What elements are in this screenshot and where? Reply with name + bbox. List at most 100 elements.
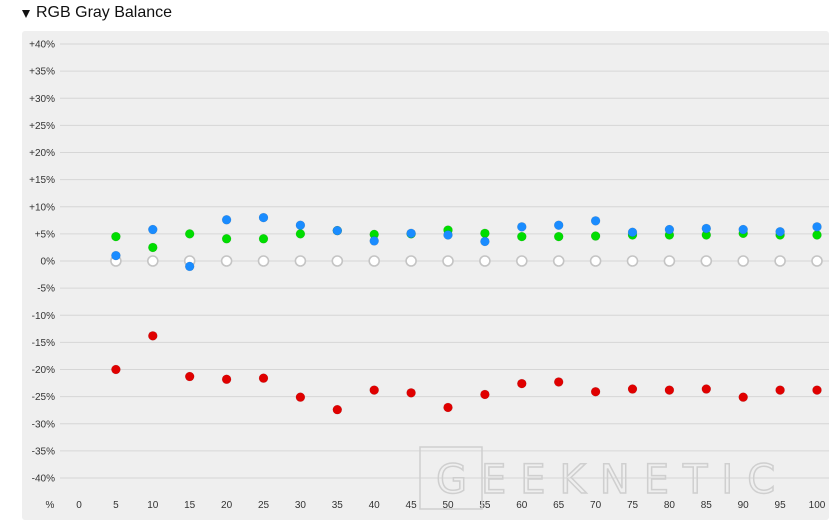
y-tick-label: +25% — [29, 121, 55, 132]
data-point — [627, 227, 638, 237]
data-point — [295, 229, 306, 239]
data-point — [812, 385, 822, 395]
data-point — [295, 392, 306, 402]
x-tick-label: 85 — [701, 500, 713, 511]
data-point — [221, 215, 232, 225]
x-axis-ticks: % 0 5 10 15 20 25 30 35 40 45 50 55 60 65 70 75 80 85 90 95 1… — [46, 500, 826, 511]
section-toggle[interactable]: RGB Gray Balance — [22, 2, 172, 24]
data-point — [775, 226, 785, 237]
x-tick-label: 30 — [295, 500, 307, 511]
y-tick-label: -10% — [32, 311, 55, 322]
y-tick-label: -5% — [37, 284, 55, 295]
data-point — [480, 389, 490, 400]
x-tick-label: 40 — [369, 500, 381, 511]
x-tick-label: 10 — [147, 500, 159, 511]
data-point — [590, 216, 601, 226]
y-tick-label: +30% — [29, 94, 55, 105]
reference-point — [663, 255, 676, 267]
reference-point — [147, 255, 159, 267]
reference-point — [294, 255, 307, 267]
data-point — [627, 384, 638, 394]
data-point — [332, 404, 343, 415]
reference-point — [774, 255, 786, 267]
data-point — [148, 242, 158, 253]
data-point — [775, 385, 785, 395]
data-point — [111, 231, 121, 242]
reference-point — [515, 255, 528, 267]
x-tick-label: 25 — [258, 500, 270, 511]
reference-point — [405, 255, 417, 267]
data-point — [701, 223, 712, 234]
data-point — [221, 374, 232, 385]
reference-point — [700, 255, 713, 267]
chart-panel — [22, 31, 829, 520]
y-tick-label: +35% — [29, 67, 55, 78]
x-tick-label: 95 — [775, 500, 787, 511]
y-tick-label: 0% — [41, 257, 56, 268]
y-tick-label: -15% — [32, 338, 55, 349]
data-point — [664, 224, 675, 235]
y-tick-label: +40% — [29, 40, 55, 51]
data-point — [184, 371, 195, 382]
y-tick-label: +10% — [29, 202, 55, 213]
reference-point — [220, 255, 233, 267]
watermark-text: GEEKNETIC — [436, 457, 789, 503]
x-tick-label: 15 — [184, 500, 196, 511]
reference-point — [442, 255, 454, 267]
reference-point — [331, 255, 344, 267]
data-point — [443, 230, 453, 240]
data-point — [184, 229, 195, 239]
y-tick-label: +15% — [29, 175, 55, 186]
data-point — [111, 250, 121, 261]
reference-point — [368, 255, 381, 267]
y-tick-label: -25% — [32, 392, 55, 403]
data-point — [738, 224, 748, 235]
reference-point — [737, 255, 750, 267]
y-tick-label: -40% — [32, 474, 55, 485]
data-point — [590, 386, 601, 397]
x-tick-label: 35 — [332, 500, 344, 511]
data-point — [517, 222, 527, 232]
y-tick-label: +5% — [35, 229, 55, 240]
y-axis-ticks: +40% +35% +30% +25% +20% +15% +10% +5% 0% -5% -10%… — [29, 40, 55, 485]
x-tick-label: 20 — [221, 500, 233, 511]
data-point — [517, 378, 527, 389]
data-point — [369, 385, 379, 395]
watermark-e-box — [419, 446, 483, 510]
reference-point — [257, 255, 270, 267]
data-point — [258, 234, 269, 244]
y-tick-label: -20% — [32, 365, 55, 376]
reference-point — [589, 255, 602, 267]
y-tick-label: -30% — [32, 419, 55, 430]
data-point — [258, 373, 269, 383]
data-point — [406, 388, 416, 398]
data-point — [406, 228, 416, 239]
data-point — [295, 220, 306, 230]
x-tick-label: 65 — [553, 500, 565, 511]
watermark-logo: GEEKNETIC — [419, 446, 789, 510]
data-point — [664, 385, 675, 395]
data-point — [701, 384, 712, 394]
data-point — [553, 377, 564, 387]
data-point — [480, 228, 490, 239]
reference-point — [811, 255, 823, 267]
chart-title: RGB Gray Balance — [36, 4, 173, 21]
x-tick-label: 75 — [627, 500, 639, 511]
data-point — [480, 236, 490, 247]
reference-point — [626, 255, 639, 267]
x-tick-label: 5 — [113, 500, 119, 511]
data-point — [517, 231, 527, 242]
data-point — [553, 220, 564, 230]
data-point — [812, 222, 822, 232]
x-tick-label: 50 — [442, 500, 454, 511]
data-points — [110, 212, 823, 415]
x-tick-label: 55 — [479, 500, 491, 511]
x-axis-label: % — [46, 500, 55, 511]
x-tick-label: 100 — [809, 500, 826, 511]
x-tick-label: 60 — [516, 500, 528, 511]
x-tick-label: 90 — [738, 500, 750, 511]
data-point — [553, 231, 564, 242]
reference-point — [552, 255, 565, 267]
data-point — [148, 331, 158, 341]
